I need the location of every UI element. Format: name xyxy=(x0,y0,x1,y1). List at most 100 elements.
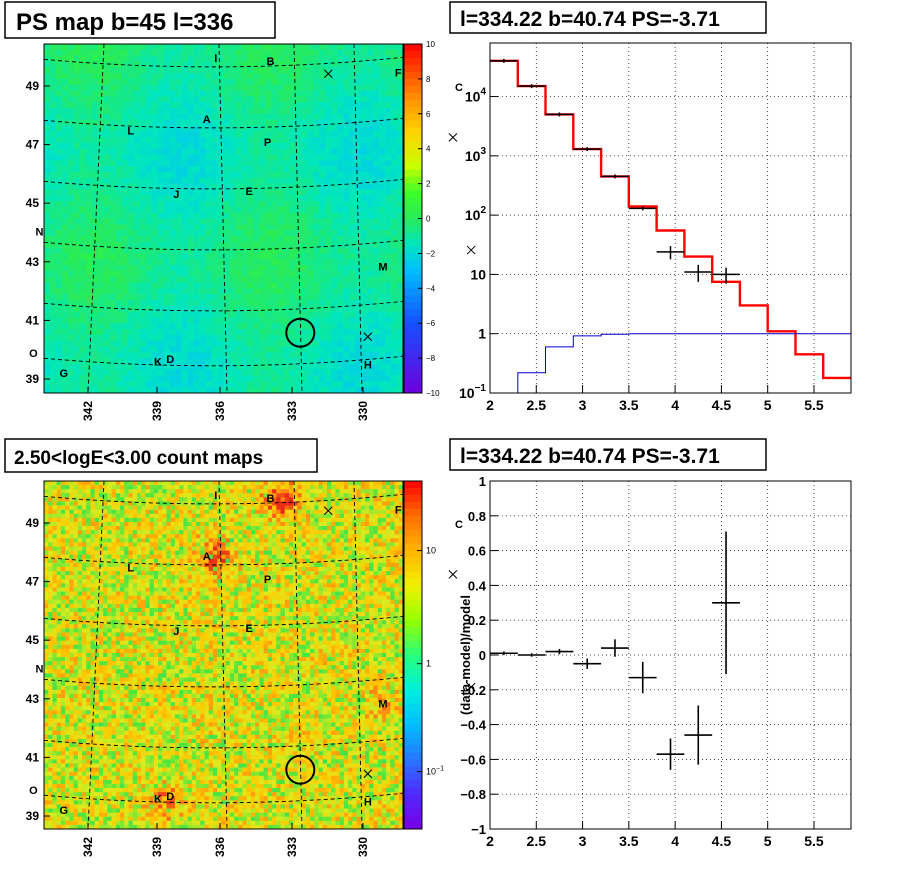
colorbar-swatch xyxy=(404,717,422,725)
colorbar-swatch xyxy=(404,780,422,788)
data-point xyxy=(517,84,546,89)
x-tick-label: 5 xyxy=(764,397,772,413)
source-label: H xyxy=(364,360,372,372)
colorbar-swatch xyxy=(404,634,422,642)
source-label: K xyxy=(154,794,162,806)
colorbar-swatch xyxy=(404,127,422,136)
source-label: I xyxy=(214,53,217,65)
y-tick-label: 43 xyxy=(26,692,40,706)
x-tick-label: 2.5 xyxy=(527,833,547,849)
colorbar-swatch xyxy=(404,316,422,324)
y-tick-label: −0.6 xyxy=(460,752,486,767)
colorbar-swatch xyxy=(404,204,422,212)
source-label: E xyxy=(246,623,253,635)
colorbar-tick-label: 2 xyxy=(426,180,431,189)
x-tick-label: 336 xyxy=(213,837,227,857)
colorbar-tick-label: 8 xyxy=(426,75,431,84)
colorbar-swatch xyxy=(404,675,422,684)
source-label: G xyxy=(60,368,69,380)
colorbar-swatch xyxy=(404,176,422,184)
colorbar-swatch xyxy=(404,239,422,247)
y-tick-label: 39 xyxy=(26,809,40,823)
colorbar-swatch xyxy=(404,822,422,830)
colorbar-swatch xyxy=(404,571,422,579)
colorbar-swatch xyxy=(404,148,422,157)
residual-point xyxy=(573,658,602,669)
source-label: A xyxy=(203,551,211,563)
x-tick-label: 330 xyxy=(356,837,370,857)
colorbar-tick-label: −10 xyxy=(426,389,440,398)
data-point xyxy=(573,147,602,152)
roi-circle xyxy=(285,754,316,785)
residual-point xyxy=(517,653,546,657)
colorbar-swatch xyxy=(404,309,422,317)
colorbar-swatch xyxy=(404,344,422,352)
panel-3-title: 2.50<logE<3.00 count maps xyxy=(14,448,263,469)
colorbar-swatch xyxy=(404,641,422,649)
colorbar-swatch xyxy=(404,71,422,80)
colorbar-swatch xyxy=(404,218,422,226)
colorbar-swatch xyxy=(404,620,422,628)
y-tick-label: −0.2 xyxy=(460,683,486,698)
x-tick-label: 5.5 xyxy=(804,397,824,413)
x-tick-label: 333 xyxy=(285,401,299,421)
graticule-lon-line xyxy=(353,44,363,393)
colorbar-swatch xyxy=(404,246,422,254)
colorbar-tick-label: −6 xyxy=(426,319,436,328)
y-tick-label: 0.8 xyxy=(468,509,486,524)
x-tick-label: 2 xyxy=(486,833,494,849)
map-frame-2 xyxy=(43,480,404,830)
count-map-panel: I B F C L A P J E N M O G K D H 342 339 336 333 330 49 47 45 43 4… xyxy=(26,480,476,857)
source-label: P xyxy=(264,574,271,586)
x-tick-label: 4.5 xyxy=(712,397,732,413)
source-label: C xyxy=(455,82,463,94)
x-marker xyxy=(466,245,476,255)
map-graticule-2 xyxy=(44,481,403,829)
panel-1-title-box: PS map b=45 l=336 xyxy=(4,1,276,39)
source-label: D xyxy=(166,791,174,803)
series-group xyxy=(490,58,851,393)
colorbar-swatch xyxy=(404,106,422,115)
residual-point xyxy=(684,705,713,765)
colorbar-tick-label: 10 xyxy=(426,546,436,556)
y-tick-label: 0.6 xyxy=(468,544,486,559)
residual-point xyxy=(628,661,657,694)
ps-map-colorbar: 10 8 6 4 2 0 −2 −4 −6 −8 −10 xyxy=(403,40,440,398)
colorbar-swatch xyxy=(404,689,422,698)
y-tick-base: 10 xyxy=(465,89,481,105)
source-label: K xyxy=(154,357,162,369)
colorbar-swatch xyxy=(404,274,422,282)
y-tick-label: 49 xyxy=(26,516,40,530)
colorbar-swatch xyxy=(404,703,422,712)
source-label: M xyxy=(378,698,387,710)
colorbar-swatch xyxy=(404,155,422,164)
colorbar-tick-label: 1 xyxy=(426,659,431,669)
data-point xyxy=(490,58,518,63)
source-label: B xyxy=(267,56,275,68)
x-marker xyxy=(363,332,373,342)
y-tick-label: 43 xyxy=(26,255,40,269)
colorbar-swatch xyxy=(404,302,422,310)
colorbar-swatch xyxy=(404,815,422,823)
graticule-lon-line xyxy=(218,44,228,393)
colorbar-swatch xyxy=(404,351,422,359)
colorbar-swatch xyxy=(404,543,422,551)
x-tick-label: 3.5 xyxy=(619,397,639,413)
colorbar-swatch xyxy=(404,501,422,510)
colorbar-swatch xyxy=(404,578,422,586)
colorbar-swatch xyxy=(404,522,422,531)
x-marker xyxy=(363,769,373,779)
y-tick-base: 10 xyxy=(465,148,481,164)
y-tick-label: 10 xyxy=(470,266,486,282)
graticule-lon-line xyxy=(293,481,303,829)
plot-area xyxy=(490,43,851,393)
y-tick-label: 45 xyxy=(26,633,40,647)
colorbar-swatch xyxy=(404,162,422,171)
colorbar-swatch xyxy=(404,358,422,366)
source-label: F xyxy=(395,505,402,517)
y-tick-label: −0.4 xyxy=(460,718,486,733)
x-tick-label: 333 xyxy=(285,837,299,857)
source-label: N xyxy=(36,664,44,676)
colorbar-swatch xyxy=(404,529,422,538)
